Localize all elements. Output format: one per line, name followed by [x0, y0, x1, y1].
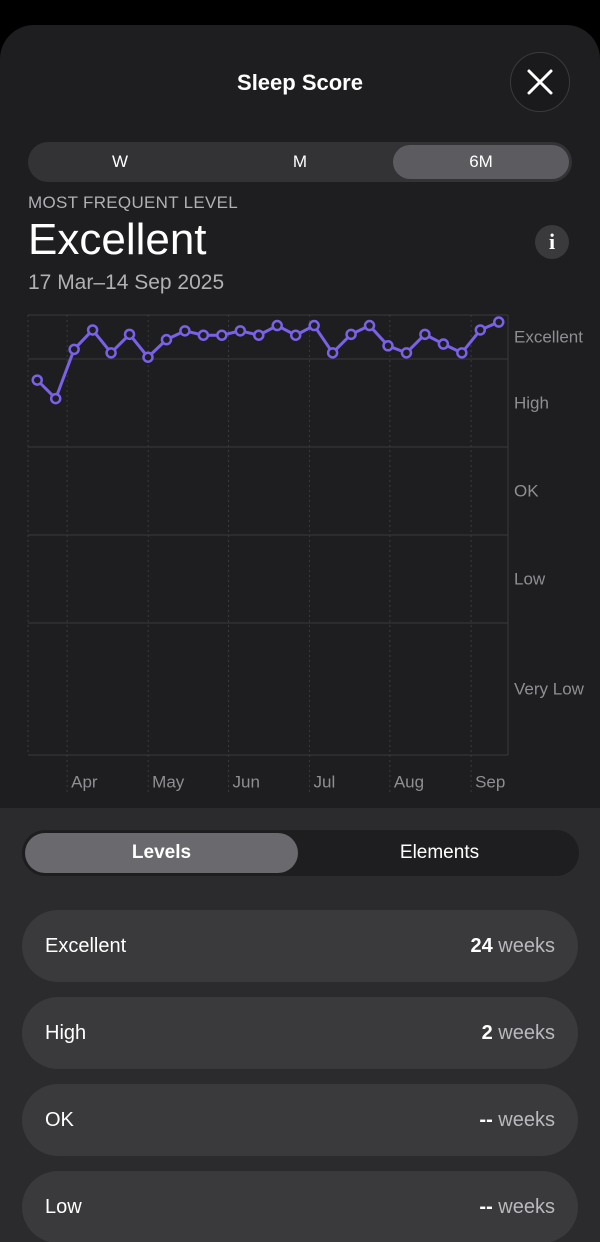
point	[216, 329, 228, 341]
point	[68, 343, 80, 356]
period-m[interactable]: M	[292, 152, 308, 171]
level-row[interactable]: OK -- weeks	[22, 1084, 578, 1156]
point	[437, 338, 450, 350]
row-count: 2	[481, 1022, 493, 1044]
row-value: -- weeks	[479, 1171, 555, 1242]
sheet: Sleep Score W M 6M MOST FREQUENT LEVEL E…	[0, 25, 600, 1242]
x-tick-label: Jun	[232, 772, 259, 791]
point	[142, 351, 154, 363]
row-unit: weeks	[498, 935, 555, 957]
y-band-label: High	[514, 393, 549, 412]
period-w[interactable]: W	[111, 152, 129, 171]
point	[363, 319, 376, 332]
level-row[interactable]: High 2 weeks	[22, 997, 578, 1069]
x-tick-label: Sep	[475, 772, 505, 791]
point	[493, 316, 505, 328]
point	[123, 328, 136, 341]
row-unit: weeks	[498, 1022, 555, 1044]
x-tick-label: May	[152, 772, 185, 791]
point	[49, 392, 62, 405]
point	[308, 319, 320, 332]
y-band-label: Low	[514, 569, 546, 588]
point	[234, 325, 247, 337]
y-band-label: Very Low	[514, 679, 585, 698]
point	[474, 324, 487, 336]
date-range: 17 Mar–14 Sep 2025	[28, 271, 225, 294]
point	[400, 347, 413, 359]
chart: Excellent High OK Low Very Low Apr May Jun Jul Au…	[27, 314, 585, 793]
y-band-label: Excellent	[514, 327, 583, 346]
title: Sleep Score	[237, 70, 363, 95]
level: Excellent	[28, 215, 207, 264]
info-button[interactable]: i	[535, 225, 569, 259]
row-unit: weeks	[498, 1109, 555, 1131]
row-count: 24	[470, 935, 493, 957]
x-tick-label: Apr	[71, 772, 98, 791]
x-tick-label: Jul	[314, 772, 336, 791]
period-control: W M 6M	[28, 142, 572, 182]
tabs: Levels Elements	[22, 830, 579, 876]
point	[326, 347, 339, 359]
level-row[interactable]: Low -- weeks	[22, 1171, 578, 1242]
row-label: Excellent	[45, 935, 127, 957]
tab-elements[interactable]: Elements	[399, 842, 480, 863]
point	[456, 347, 468, 359]
level-row[interactable]: Excellent 24 weeks	[22, 910, 578, 982]
row-label: Low	[45, 1196, 82, 1218]
row-label: OK	[45, 1109, 74, 1131]
point	[382, 340, 394, 352]
row-label: High	[45, 1022, 87, 1044]
point	[160, 333, 173, 346]
tab-levels[interactable]: Levels	[25, 833, 298, 873]
point	[253, 329, 265, 341]
row-count: --	[479, 1196, 493, 1218]
y-band-label: OK	[514, 481, 539, 500]
point	[86, 324, 99, 336]
point	[345, 328, 357, 341]
eyebrow: MOST FREQUENT LEVEL	[28, 193, 239, 212]
row-unit: weeks	[498, 1196, 555, 1218]
x-tick-label: Aug	[394, 772, 424, 791]
row-count: --	[479, 1109, 493, 1131]
point	[271, 319, 283, 332]
point	[105, 347, 117, 359]
point	[179, 325, 191, 337]
point	[289, 329, 302, 341]
point	[31, 374, 43, 386]
row-value: -- weeks	[479, 1084, 555, 1156]
row-value: 2 weeks	[482, 997, 555, 1069]
point	[419, 328, 431, 341]
point	[197, 329, 210, 341]
close-button[interactable]	[510, 52, 570, 112]
close-icon	[527, 69, 553, 95]
row-value: 24 weeks	[470, 910, 555, 982]
period-6m[interactable]: 6M	[393, 145, 569, 179]
